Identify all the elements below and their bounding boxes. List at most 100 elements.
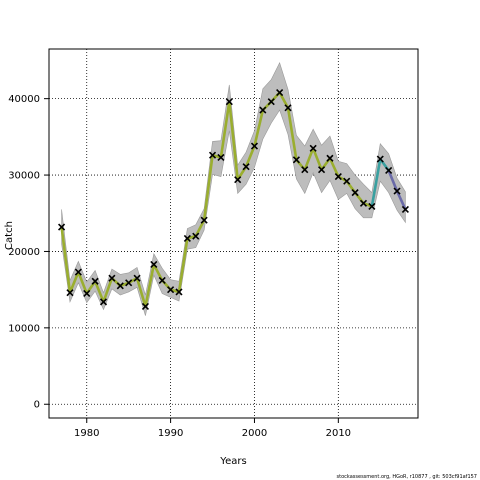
marker-stroke	[334, 173, 342, 181]
observed-markers	[58, 88, 409, 311]
observed-point	[200, 216, 208, 224]
observed-point	[385, 166, 393, 175]
confidence-band	[61, 61, 406, 316]
marker-stroke	[317, 166, 326, 174]
marker-stroke	[167, 286, 175, 294]
observed-point	[267, 98, 275, 106]
axes: 1980 1990 2000 2010 0 10000 20000 30000 40000	[8, 94, 351, 439]
marker-stroke	[376, 155, 384, 163]
marker-stroke	[393, 187, 401, 195]
observed-point	[58, 223, 66, 231]
observed-point	[141, 302, 150, 311]
marker-stroke	[125, 279, 133, 287]
observed-point	[393, 187, 401, 195]
plot-frame	[48, 48, 419, 419]
y-tick-label: 10000	[8, 323, 40, 334]
observed-point	[125, 279, 133, 287]
marker-stroke	[74, 268, 82, 276]
observed-point	[309, 144, 317, 152]
observed-point	[108, 274, 116, 282]
marker-stroke	[250, 142, 259, 150]
marker-stroke	[259, 106, 267, 114]
observed-point	[225, 98, 233, 106]
observed-point	[99, 298, 108, 306]
observed-point	[175, 288, 183, 296]
marker-stroke	[267, 98, 275, 106]
marker-stroke	[401, 205, 409, 214]
y-tick-label: 40000	[8, 94, 40, 105]
observed-point	[217, 153, 225, 162]
marker-stroke	[276, 88, 284, 97]
y-tick-label: 20000	[8, 247, 40, 258]
marker-stroke	[368, 202, 376, 210]
observed-point	[359, 199, 368, 207]
observed-point	[284, 104, 292, 112]
marker-stroke	[242, 163, 250, 171]
estimate-segment	[60, 91, 373, 308]
marker-stroke	[192, 232, 200, 240]
observed-point	[401, 205, 409, 214]
observed-point	[343, 177, 351, 185]
observed-point	[376, 155, 384, 163]
observed-point	[192, 232, 200, 240]
observed-point	[116, 282, 124, 290]
x-tick-label: 1990	[158, 428, 183, 439]
marker-stroke	[359, 199, 368, 207]
marker-stroke	[175, 288, 183, 296]
observed-point	[150, 260, 158, 269]
marker-stroke	[83, 289, 91, 298]
marker-stroke	[217, 153, 225, 162]
observed-point	[66, 289, 74, 297]
x-tick-label: 1980	[74, 428, 99, 439]
marker-stroke	[326, 154, 334, 162]
y-tick-label: 0	[34, 400, 40, 411]
ci-band	[61, 61, 406, 316]
observed-point	[167, 286, 175, 294]
footer-credit: stockassessment.org, HGoR, r10877 , git:…	[336, 474, 477, 480]
observed-point	[317, 166, 326, 174]
marker-stroke	[141, 302, 150, 311]
marker-stroke	[284, 104, 292, 112]
y-tick-label: 30000	[8, 171, 40, 182]
marker-stroke	[234, 176, 242, 184]
marker-stroke	[99, 298, 108, 306]
observed-point	[208, 151, 217, 159]
observed-point	[234, 176, 242, 184]
marker-stroke	[200, 216, 208, 224]
observed-point	[351, 189, 359, 197]
marker-stroke	[292, 156, 300, 164]
marker-stroke	[208, 151, 217, 159]
marker-stroke	[158, 276, 166, 285]
observed-point	[326, 154, 334, 162]
marker-stroke	[108, 274, 116, 282]
marker-stroke	[309, 144, 317, 152]
grid	[49, 49, 418, 418]
marker-stroke	[343, 177, 351, 185]
marker-stroke	[116, 282, 124, 290]
x-tick-label: 2000	[242, 428, 267, 439]
observed-point	[276, 88, 284, 97]
marker-stroke	[91, 277, 99, 285]
observed-point	[259, 106, 267, 114]
observed-point	[91, 277, 99, 285]
x-axis-label: Years	[219, 456, 246, 467]
marker-stroke	[183, 234, 191, 243]
marker-stroke	[351, 189, 359, 197]
marker-stroke	[58, 223, 66, 231]
observed-point	[292, 156, 300, 164]
observed-point	[242, 163, 250, 171]
observed-point	[158, 276, 166, 285]
observed-point	[74, 268, 82, 276]
x-tick-label: 2010	[326, 428, 351, 439]
observed-point	[301, 166, 309, 174]
observed-point	[133, 274, 141, 282]
marker-stroke	[133, 274, 141, 282]
observed-point	[334, 173, 342, 181]
marker-stroke	[150, 260, 158, 269]
marker-stroke	[66, 289, 74, 297]
observed-point	[83, 289, 91, 298]
marker-stroke	[385, 166, 393, 175]
observed-point	[250, 142, 259, 150]
observed-point	[183, 234, 191, 243]
